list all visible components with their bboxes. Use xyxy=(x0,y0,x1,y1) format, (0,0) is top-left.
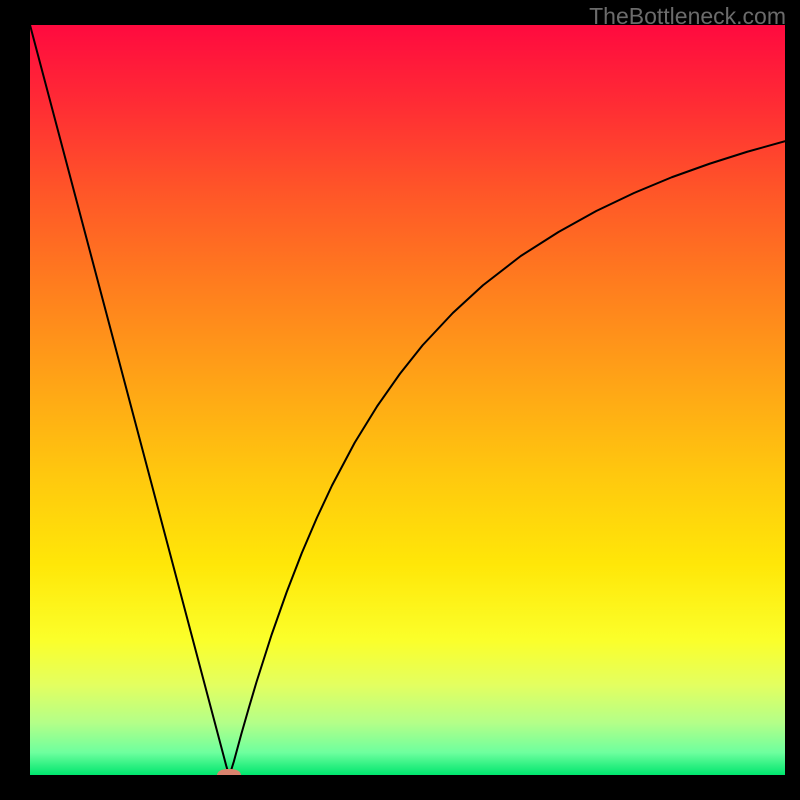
chart-frame: TheBottleneck.com xyxy=(0,0,800,800)
watermark-text: TheBottleneck.com xyxy=(589,3,786,30)
optimum-marker xyxy=(217,769,241,775)
curve-svg xyxy=(30,25,785,775)
plot-area xyxy=(30,25,785,775)
bottleneck-curve xyxy=(30,25,785,774)
